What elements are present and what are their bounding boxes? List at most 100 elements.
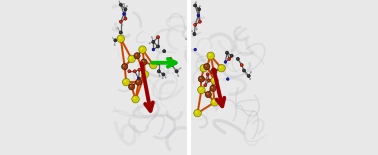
Circle shape bbox=[207, 52, 214, 60]
Circle shape bbox=[211, 99, 218, 106]
Circle shape bbox=[224, 61, 227, 63]
Circle shape bbox=[249, 78, 251, 80]
Circle shape bbox=[122, 24, 123, 25]
Circle shape bbox=[124, 80, 126, 82]
Circle shape bbox=[136, 79, 142, 85]
Circle shape bbox=[199, 88, 201, 90]
Circle shape bbox=[176, 70, 177, 71]
Circle shape bbox=[225, 51, 229, 54]
Circle shape bbox=[171, 64, 172, 65]
Circle shape bbox=[175, 70, 178, 73]
Circle shape bbox=[178, 75, 179, 77]
Circle shape bbox=[208, 79, 211, 82]
Circle shape bbox=[237, 58, 238, 59]
Circle shape bbox=[162, 78, 163, 79]
Circle shape bbox=[117, 35, 125, 42]
Circle shape bbox=[194, 49, 195, 50]
Circle shape bbox=[200, 64, 208, 72]
Circle shape bbox=[194, 4, 197, 7]
Circle shape bbox=[139, 46, 146, 53]
Circle shape bbox=[212, 100, 215, 102]
Circle shape bbox=[230, 54, 233, 57]
Circle shape bbox=[198, 8, 201, 11]
Circle shape bbox=[156, 36, 160, 39]
Circle shape bbox=[209, 54, 211, 56]
Circle shape bbox=[195, 2, 197, 3]
Circle shape bbox=[193, 33, 196, 36]
Circle shape bbox=[140, 47, 143, 50]
Circle shape bbox=[133, 70, 136, 73]
Circle shape bbox=[180, 68, 181, 69]
Circle shape bbox=[137, 77, 140, 80]
Circle shape bbox=[194, 23, 197, 26]
Circle shape bbox=[205, 91, 211, 98]
Circle shape bbox=[208, 80, 209, 81]
Circle shape bbox=[120, 21, 121, 22]
Circle shape bbox=[175, 69, 176, 70]
Circle shape bbox=[134, 53, 140, 59]
Circle shape bbox=[120, 4, 121, 5]
Circle shape bbox=[156, 45, 160, 48]
Circle shape bbox=[152, 41, 153, 42]
Circle shape bbox=[114, 39, 117, 42]
Circle shape bbox=[141, 59, 147, 65]
Circle shape bbox=[119, 20, 122, 23]
Circle shape bbox=[194, 4, 195, 5]
Circle shape bbox=[236, 57, 239, 60]
Circle shape bbox=[228, 57, 231, 60]
Circle shape bbox=[165, 77, 166, 78]
Circle shape bbox=[119, 1, 120, 2]
Circle shape bbox=[185, 38, 186, 39]
Circle shape bbox=[130, 57, 132, 59]
Circle shape bbox=[200, 77, 201, 79]
Circle shape bbox=[211, 68, 217, 74]
Circle shape bbox=[211, 87, 213, 88]
Circle shape bbox=[248, 75, 249, 76]
Circle shape bbox=[158, 62, 160, 65]
Circle shape bbox=[157, 70, 160, 73]
Circle shape bbox=[143, 72, 145, 74]
Circle shape bbox=[119, 31, 122, 34]
Circle shape bbox=[132, 95, 139, 103]
Circle shape bbox=[122, 13, 125, 15]
Circle shape bbox=[198, 20, 201, 23]
Circle shape bbox=[192, 30, 193, 32]
Circle shape bbox=[123, 13, 124, 14]
Circle shape bbox=[194, 24, 195, 25]
Circle shape bbox=[133, 97, 136, 99]
Circle shape bbox=[138, 68, 141, 71]
Circle shape bbox=[218, 64, 225, 72]
Circle shape bbox=[212, 70, 214, 71]
Circle shape bbox=[195, 111, 198, 113]
Circle shape bbox=[123, 65, 125, 67]
Circle shape bbox=[119, 3, 122, 6]
Circle shape bbox=[169, 57, 172, 60]
Circle shape bbox=[205, 65, 207, 67]
Circle shape bbox=[135, 54, 137, 56]
Circle shape bbox=[198, 86, 205, 94]
Circle shape bbox=[114, 44, 115, 46]
Circle shape bbox=[228, 58, 229, 59]
Circle shape bbox=[122, 64, 128, 70]
Circle shape bbox=[163, 50, 164, 51]
Circle shape bbox=[128, 55, 135, 63]
Circle shape bbox=[163, 50, 166, 53]
Circle shape bbox=[141, 71, 149, 78]
Circle shape bbox=[207, 93, 208, 95]
Circle shape bbox=[246, 74, 247, 75]
Circle shape bbox=[111, 37, 112, 38]
Circle shape bbox=[117, 27, 118, 29]
Circle shape bbox=[137, 80, 139, 82]
Circle shape bbox=[142, 60, 144, 62]
Circle shape bbox=[212, 78, 215, 81]
Circle shape bbox=[241, 64, 242, 65]
Circle shape bbox=[204, 84, 207, 87]
Circle shape bbox=[158, 63, 159, 64]
Circle shape bbox=[159, 75, 160, 77]
Circle shape bbox=[152, 48, 155, 51]
Circle shape bbox=[197, 14, 200, 17]
Circle shape bbox=[206, 73, 209, 76]
Circle shape bbox=[227, 78, 228, 79]
Circle shape bbox=[188, 41, 189, 42]
Circle shape bbox=[162, 73, 165, 76]
